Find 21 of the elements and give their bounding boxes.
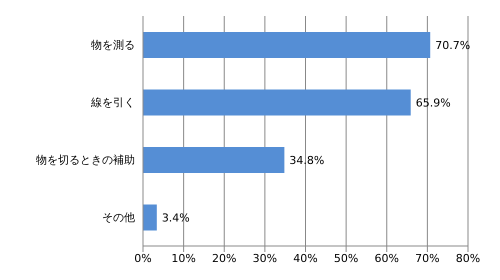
- x-tick-label: 0%: [134, 252, 152, 265]
- x-tick-label: 40%: [293, 252, 318, 265]
- y-tick-label: その他: [102, 211, 135, 224]
- x-tick-label: 20%: [212, 252, 236, 265]
- bar: [143, 204, 157, 230]
- x-tick-label: 10%: [171, 252, 196, 265]
- x-tick-label: 70%: [415, 252, 440, 265]
- y-tick-label: 線を引く: [90, 96, 135, 110]
- bar: [143, 147, 284, 173]
- y-tick-label: 物を測る: [91, 38, 135, 52]
- x-tick-label: 80%: [456, 252, 480, 265]
- bar: [143, 90, 411, 116]
- y-tick-label: 物を切るときの補助: [36, 154, 135, 167]
- data-label: 34.8%: [289, 154, 324, 167]
- data-label: 65.9%: [416, 96, 451, 110]
- x-tick-label: 30%: [252, 252, 278, 265]
- x-tick-label: 60%: [374, 252, 399, 265]
- bar: [143, 32, 430, 58]
- data-label: 70.7%: [435, 38, 470, 52]
- data-label: 3.4%: [162, 211, 190, 224]
- x-tick-label: 50%: [334, 252, 358, 265]
